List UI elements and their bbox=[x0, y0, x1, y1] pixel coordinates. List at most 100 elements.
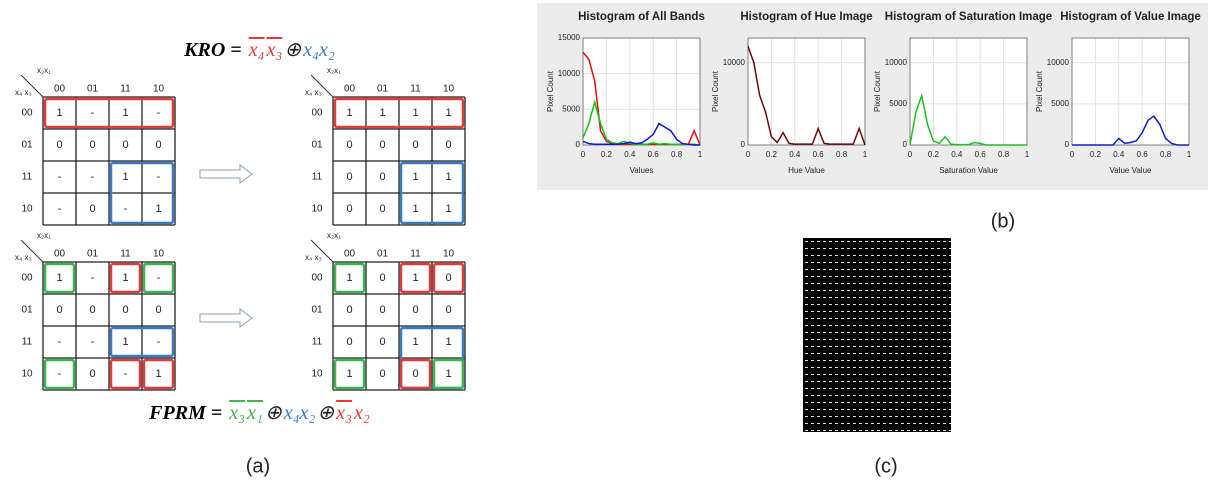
x-tick-label: 0.8 bbox=[836, 150, 848, 159]
kmap-cell: 0 bbox=[412, 368, 418, 380]
kmap-cell: 1 bbox=[122, 171, 128, 183]
column-code: 10 bbox=[153, 249, 165, 260]
karnaugh-map: x₂x₁x₄ x₃0001111000011110101000000011100… bbox=[305, 231, 465, 390]
chart-title: Histogram of Hue Image bbox=[740, 11, 872, 23]
row-code: 10 bbox=[21, 204, 33, 215]
y-tick-label: 15000 bbox=[558, 33, 581, 42]
kmap-cell: 1 bbox=[122, 107, 128, 119]
kmap-cell: 1 bbox=[56, 272, 62, 284]
formula-term: x₁ bbox=[247, 402, 263, 424]
kmap-cell: - bbox=[157, 107, 161, 119]
kmap-cell: - bbox=[58, 203, 62, 215]
kmap-cell: 1 bbox=[412, 171, 418, 183]
x-tick-label: 0.2 bbox=[601, 150, 613, 159]
formula-term: x₃ bbox=[267, 39, 283, 61]
y-axis-label: Pixel Count bbox=[873, 70, 882, 112]
y-tick-label: 10000 bbox=[723, 58, 746, 67]
kmap-cell: 1 bbox=[122, 336, 128, 348]
column-code: 00 bbox=[344, 84, 356, 95]
kmap-cell: 0 bbox=[89, 304, 95, 316]
x-tick-label: 0.2 bbox=[928, 150, 940, 159]
kmap-cell: 0 bbox=[412, 304, 418, 316]
kmap-cell: 1 bbox=[122, 272, 128, 284]
kmap-cell: 0 bbox=[346, 203, 352, 215]
x-tick-label: 0.2 bbox=[766, 150, 778, 159]
kmap-cell: 0 bbox=[445, 304, 451, 316]
chart-title: Histogram of Value Image bbox=[1060, 11, 1201, 23]
plot-area bbox=[748, 38, 865, 145]
row-vars: x₄ x₃ bbox=[15, 253, 32, 262]
column-vars: x₂x₁ bbox=[37, 231, 51, 240]
chart-title: Histogram of Saturation Image bbox=[885, 11, 1052, 23]
y-tick-label: 0 bbox=[741, 140, 746, 149]
arrow bbox=[200, 165, 252, 327]
column-code: 01 bbox=[377, 84, 389, 95]
row-code: 01 bbox=[21, 140, 33, 151]
kmap-cell: - bbox=[91, 171, 95, 183]
kmap-cell: 0 bbox=[445, 139, 451, 151]
kmap-cell: 0 bbox=[379, 368, 385, 380]
kmap-cell: 0 bbox=[89, 203, 95, 215]
kmap-cell: 0 bbox=[155, 304, 161, 316]
formula-term: x₃ bbox=[229, 402, 245, 424]
row-vars: x₄ x₃ bbox=[305, 88, 322, 97]
column-vars: x₂x₁ bbox=[327, 231, 341, 240]
x-tick-label: 1 bbox=[1187, 150, 1192, 159]
formula-term: x₄x₂ bbox=[303, 39, 335, 61]
kmap-cell: - bbox=[157, 171, 161, 183]
y-axis-label: Pixel Count bbox=[546, 70, 555, 112]
column-vars: x₂x₁ bbox=[37, 66, 51, 75]
x-tick-label: 0.4 bbox=[624, 150, 636, 159]
formula-term: x₄x₂ bbox=[284, 402, 316, 424]
kmap-cell: - bbox=[91, 107, 95, 119]
row-code: 11 bbox=[22, 172, 33, 183]
formula-name: FPRM = bbox=[149, 402, 222, 424]
formula-name: KRO = bbox=[184, 39, 242, 61]
x-tick-label: 0.8 bbox=[1160, 150, 1172, 159]
x-tick-label: 0 bbox=[1070, 150, 1075, 159]
row-code: 10 bbox=[311, 204, 323, 215]
row-code: 11 bbox=[312, 172, 323, 183]
kmap-cell: 1 bbox=[346, 272, 352, 284]
x-axis-label: Hue Value bbox=[788, 166, 825, 175]
y-tick-label: 0 bbox=[903, 140, 908, 149]
kmap-cell: 1 bbox=[412, 203, 418, 215]
kmap-cell: 0 bbox=[445, 272, 451, 284]
column-code: 00 bbox=[54, 249, 66, 260]
kmap-cell: 0 bbox=[56, 304, 62, 316]
kmap-cell: - bbox=[58, 171, 62, 183]
column-code: 11 bbox=[120, 84, 131, 95]
column-code: 00 bbox=[54, 84, 66, 95]
row-code: 01 bbox=[311, 140, 323, 151]
y-tick-label: 0 bbox=[576, 140, 581, 149]
formula-term: ⊕ bbox=[317, 402, 334, 424]
y-tick-label: 5000 bbox=[562, 104, 580, 113]
kmap-cell: 0 bbox=[346, 139, 352, 151]
kmap-cell: 0 bbox=[379, 272, 385, 284]
kmap-cell: 1 bbox=[346, 107, 352, 119]
x-tick-label: 0.4 bbox=[1113, 150, 1125, 159]
row-code: 11 bbox=[22, 337, 33, 348]
kmap-cell: 1 bbox=[445, 171, 451, 183]
kmap-cell: 0 bbox=[346, 304, 352, 316]
caption: (a) bbox=[246, 455, 270, 477]
x-tick-label: 0 bbox=[581, 150, 586, 159]
plot-area bbox=[910, 38, 1027, 145]
dot-pattern bbox=[803, 238, 951, 432]
column-code: 00 bbox=[344, 249, 356, 260]
column-code: 01 bbox=[87, 84, 99, 95]
kmap-cell: 1 bbox=[412, 272, 418, 284]
x-tick-label: 1 bbox=[863, 150, 868, 159]
kmap-cell: 1 bbox=[445, 107, 451, 119]
x-tick-label: 0.2 bbox=[1090, 150, 1102, 159]
column-code: 01 bbox=[87, 249, 99, 260]
row-code: 01 bbox=[21, 305, 33, 316]
x-tick-label: 0.8 bbox=[998, 150, 1010, 159]
kmap-cell: 0 bbox=[379, 139, 385, 151]
x-axis-label: Values bbox=[630, 166, 654, 175]
caption: (c) bbox=[874, 455, 897, 477]
